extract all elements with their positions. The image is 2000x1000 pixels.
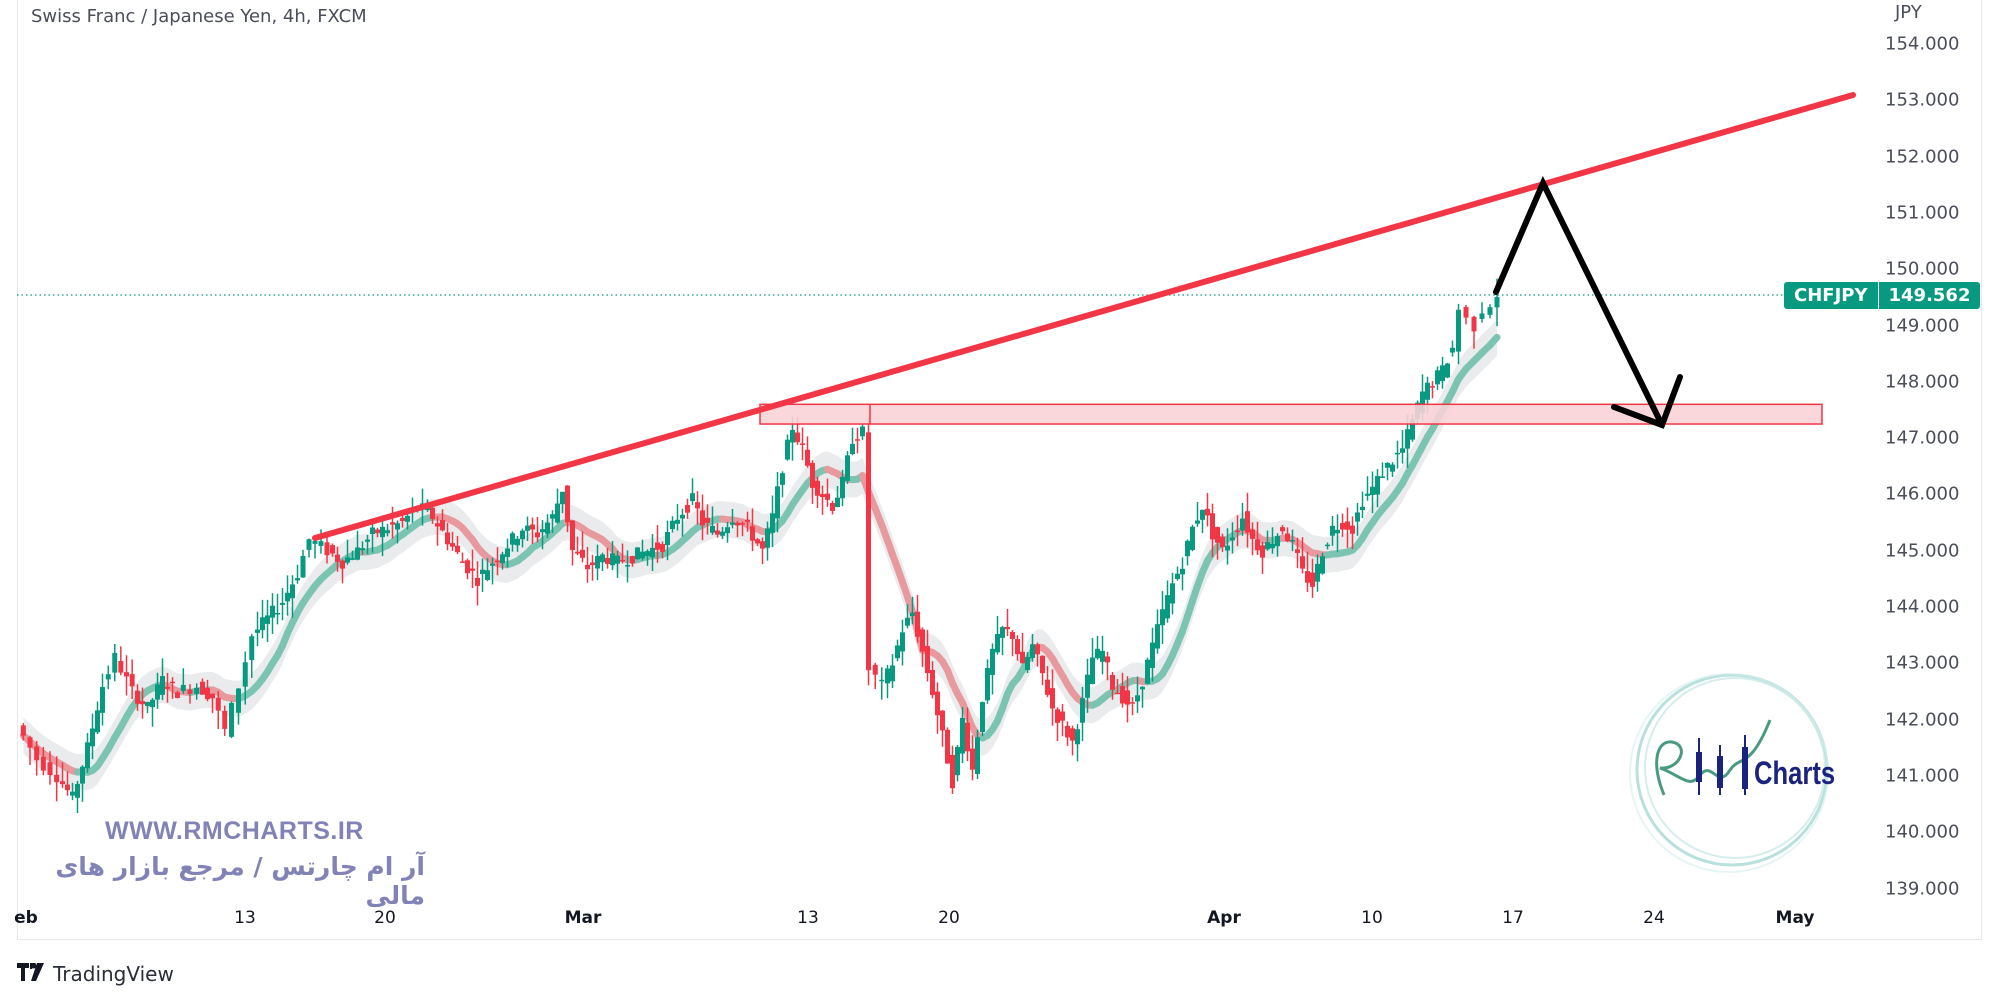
x-tick-label: 24 [1643,908,1665,928]
y-tick-label: 150.000 [1885,258,1960,280]
y-tick-label: 142.000 [1885,709,1960,731]
x-tick-label: 10 [1361,908,1383,928]
y-tick-label: 146.000 [1885,483,1960,505]
y-tick-label: 147.000 [1885,427,1960,449]
symbol-label: CHFJPY [1784,282,1879,309]
tradingview-logo-icon [17,962,47,986]
y-tick-label: 154.000 [1885,33,1960,55]
y-tick-label: 143.000 [1885,652,1960,674]
y-tick-label: 151.000 [1885,202,1960,224]
y-tick-label: 152.000 [1885,146,1960,168]
x-tick-label: 20 [938,908,960,928]
x-tick-label: May [1775,908,1815,928]
y-tick-label: 148.000 [1885,371,1960,393]
tradingview-brand[interactable]: TradingView [17,962,174,986]
projection-arrow-path[interactable] [1493,175,1665,428]
chart-frame [17,0,1982,940]
arrow-head-icon [1611,374,1683,429]
x-tick-label: 13 [234,908,256,928]
rmcharts-logo-icon [1629,673,1829,873]
rmcharts-logo-text: Charts [1754,755,1836,791]
y-axis-unit: JPY [1895,2,1922,23]
y-tick-label: 139.000 [1885,878,1960,899]
watermark-url: WWW.RMCHARTS.IR [105,817,364,845]
last-price-value: 149.562 [1888,285,1971,306]
x-tick-label: Mar [564,908,602,928]
last-price-badge: CHFJPY 149.562 [1784,282,1981,309]
x-tick-label: 17 [1502,908,1524,928]
watermark-tagline: آر ام چارتس / مرجع بازار های مالی [55,852,425,910]
y-tick-label: 144.000 [1885,596,1960,618]
x-tick-label: 20 [374,908,396,928]
moving-average-bands [19,319,1501,791]
y-tick-label: 140.000 [1885,821,1960,843]
y-tick-label: 153.000 [1885,89,1960,111]
support-zone-rectangle[interactable] [759,403,1823,425]
candlesticks [20,278,1500,813]
y-tick-label: 145.000 [1885,540,1960,562]
x-tick-label: eb [14,908,38,928]
chart-title: Swiss Franc / Japanese Yen, 4h, FXCM [31,6,367,27]
y-tick-label: 141.000 [1885,765,1960,787]
y-tick-label: 149.000 [1885,315,1960,336]
x-tick-label: Apr [1207,908,1241,928]
resistance-trendline[interactable] [312,92,1856,541]
x-tick-label: 13 [797,908,819,928]
tradingview-label: TradingView [53,962,174,986]
